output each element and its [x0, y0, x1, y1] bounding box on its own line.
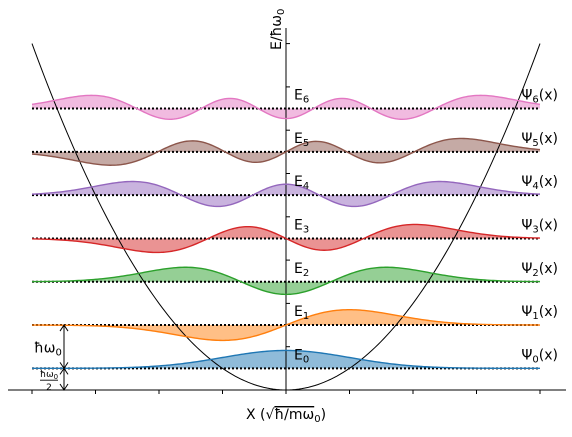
spacing-arrow-head-top	[59, 324, 69, 332]
ground-arrow-head-bottom	[59, 383, 69, 391]
energy-label-5: E5	[294, 131, 309, 149]
energy-label-3: E3	[294, 217, 309, 235]
psi-4-curve	[31, 180, 541, 208]
energy-label-6: E6	[294, 88, 309, 106]
wavefunction-curves	[31, 94, 541, 370]
psi-5-curve	[31, 137, 541, 166]
energy-spacing-annotations: ħω0 ħω0 2	[34, 324, 69, 393]
psi-label-4: Ψ4(x)	[521, 174, 558, 192]
psi-6-curve	[31, 94, 541, 121]
ground-arrow	[59, 367, 69, 391]
psi-label-1: Ψ1(x)	[521, 304, 558, 322]
potential-curve	[31, 43, 541, 391]
x-axis-ticks	[31, 390, 541, 394]
level-labels: E0 Ψ0(x) E1 Ψ1(x) E2 Ψ2(x) E3 Ψ3(x) E4 Ψ4(x) E5 Ψ5(…	[294, 88, 558, 366]
spacing-label: ħω0	[34, 341, 62, 359]
ground-arrow-head-top	[59, 367, 69, 375]
psi-label-2: Ψ2(x)	[521, 261, 558, 279]
psi-label-5: Ψ5(x)	[521, 131, 558, 149]
psi-6-fill	[32, 95, 540, 120]
psi-label-6: Ψ6(x)	[521, 88, 558, 106]
psi-2-curve	[31, 266, 541, 296]
y-axis-label: E/ħω0	[269, 9, 287, 50]
psi-0-curve	[32, 349, 540, 370]
spacing-arrow	[59, 324, 69, 370]
psi-3-curve	[31, 223, 541, 254]
psi-label-3: Ψ3(x)	[521, 217, 558, 235]
energy-label-1: E1	[294, 304, 309, 322]
ground-label-numerator: ħω0	[40, 370, 58, 381]
axes	[8, 28, 566, 394]
energy-label-2: E2	[294, 261, 309, 279]
psi-1-curve	[31, 309, 541, 342]
y-axis-ticks	[286, 43, 290, 348]
psi-2-fill	[32, 267, 540, 295]
ground-label-denominator: 2	[46, 383, 52, 393]
energy-label-4: E4	[294, 174, 309, 192]
x-axis-label: X (√ħ/mω0)	[246, 407, 326, 425]
energy-label-0: E0	[294, 347, 309, 365]
psi-label-0: Ψ0(x)	[521, 347, 558, 365]
